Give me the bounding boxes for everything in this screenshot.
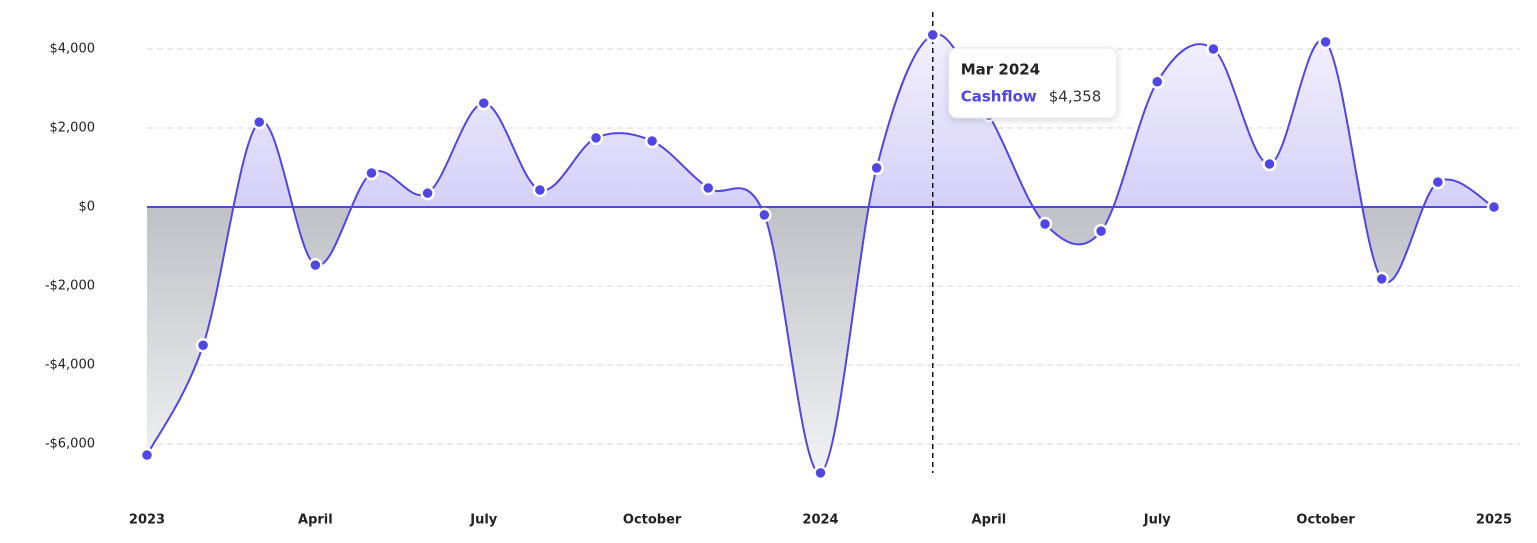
- marker: [1262, 156, 1277, 172]
- marker: [308, 257, 323, 273]
- marker: [1093, 223, 1109, 239]
- marker: [925, 27, 940, 43]
- x-tick-label: July: [469, 513, 498, 528]
- x-tick-label: October: [623, 513, 682, 528]
- y-tick-label: $4,000: [50, 42, 96, 57]
- marker: [813, 465, 828, 481]
- marker: [420, 185, 435, 201]
- x-tick-label: October: [1296, 513, 1355, 528]
- x-tick-label: April: [972, 513, 1007, 528]
- x-tick-label: July: [1143, 513, 1172, 528]
- marker: [195, 338, 211, 353]
- marker: [532, 182, 548, 198]
- marker: [701, 180, 716, 196]
- y-tick-label: $0: [78, 200, 95, 215]
- x-tick-label: 2025: [1476, 513, 1512, 528]
- tooltip-value: $4,358: [1049, 88, 1102, 106]
- marker: [1374, 271, 1389, 287]
- y-tick-label: -$2,000: [45, 279, 95, 294]
- marker: [1318, 34, 1333, 50]
- marker: [1150, 74, 1165, 90]
- marker: [757, 207, 772, 223]
- marker: [476, 95, 491, 111]
- marker: [644, 133, 660, 149]
- x-tick-label: 2024: [802, 513, 838, 528]
- area-positive: [147, 34, 1494, 207]
- marker: [1430, 174, 1446, 190]
- tooltip-title: Mar 2024: [961, 61, 1040, 79]
- marker: [869, 160, 884, 176]
- marker: [1037, 216, 1053, 232]
- x-tick-label: 2023: [129, 513, 165, 528]
- tooltip: [948, 47, 1118, 119]
- marker: [139, 447, 155, 463]
- tooltip-series: Cashflow: [961, 88, 1037, 106]
- y-tick-label: -$4,000: [45, 358, 95, 373]
- line: [146, 33, 1495, 474]
- marker: [1486, 199, 1502, 215]
- y-tick-label: $2,000: [50, 121, 96, 136]
- marker: [252, 114, 267, 130]
- marker: [1206, 41, 1221, 57]
- x-tick-label: April: [298, 513, 333, 528]
- area-negative: [147, 207, 1494, 473]
- marker: [364, 165, 379, 181]
- y-tick-label: -$6,000: [45, 437, 95, 452]
- marker: [588, 130, 604, 146]
